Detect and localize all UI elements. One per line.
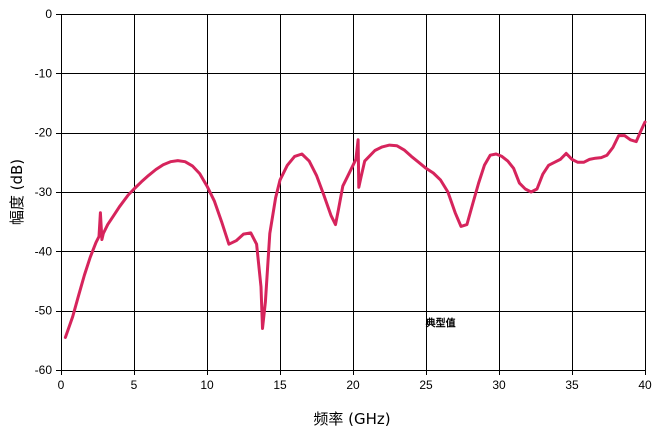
y-tick-label: -10: [35, 66, 53, 80]
y-tick-label: -50: [35, 304, 53, 318]
x-tick-label: 35: [565, 378, 579, 392]
x-tick-label: 15: [273, 378, 287, 392]
y-tick-label: -30: [35, 185, 53, 199]
y-tick-labels: 0 -10 -20 -30 -40 -50 -60: [35, 7, 53, 377]
x-tick-label: 0: [58, 378, 65, 392]
x-tick-label: 20: [346, 378, 360, 392]
y-tick-label: 0: [45, 7, 52, 21]
x-tick-label: 30: [492, 378, 506, 392]
y-tick-label: -40: [35, 244, 53, 258]
x-tick-labels: 0 5 10 15 20 25 30 35 40: [58, 378, 652, 392]
annotation-label: 典型值: [426, 317, 456, 330]
x-tick-label: 10: [200, 378, 214, 392]
y-tick-label: -20: [35, 126, 53, 140]
annotations: 典型值: [426, 317, 456, 330]
y-tick-label: -60: [35, 363, 53, 377]
x-tick-label: 25: [419, 378, 433, 392]
x-axis-label: 频率 (GHz): [313, 410, 390, 428]
x-tick-label: 40: [638, 378, 652, 392]
y-axis-label: 幅度 (dB): [8, 159, 26, 225]
grid: [56, 14, 646, 375]
series-line: [63, 120, 647, 339]
x-tick-label: 5: [131, 378, 138, 392]
